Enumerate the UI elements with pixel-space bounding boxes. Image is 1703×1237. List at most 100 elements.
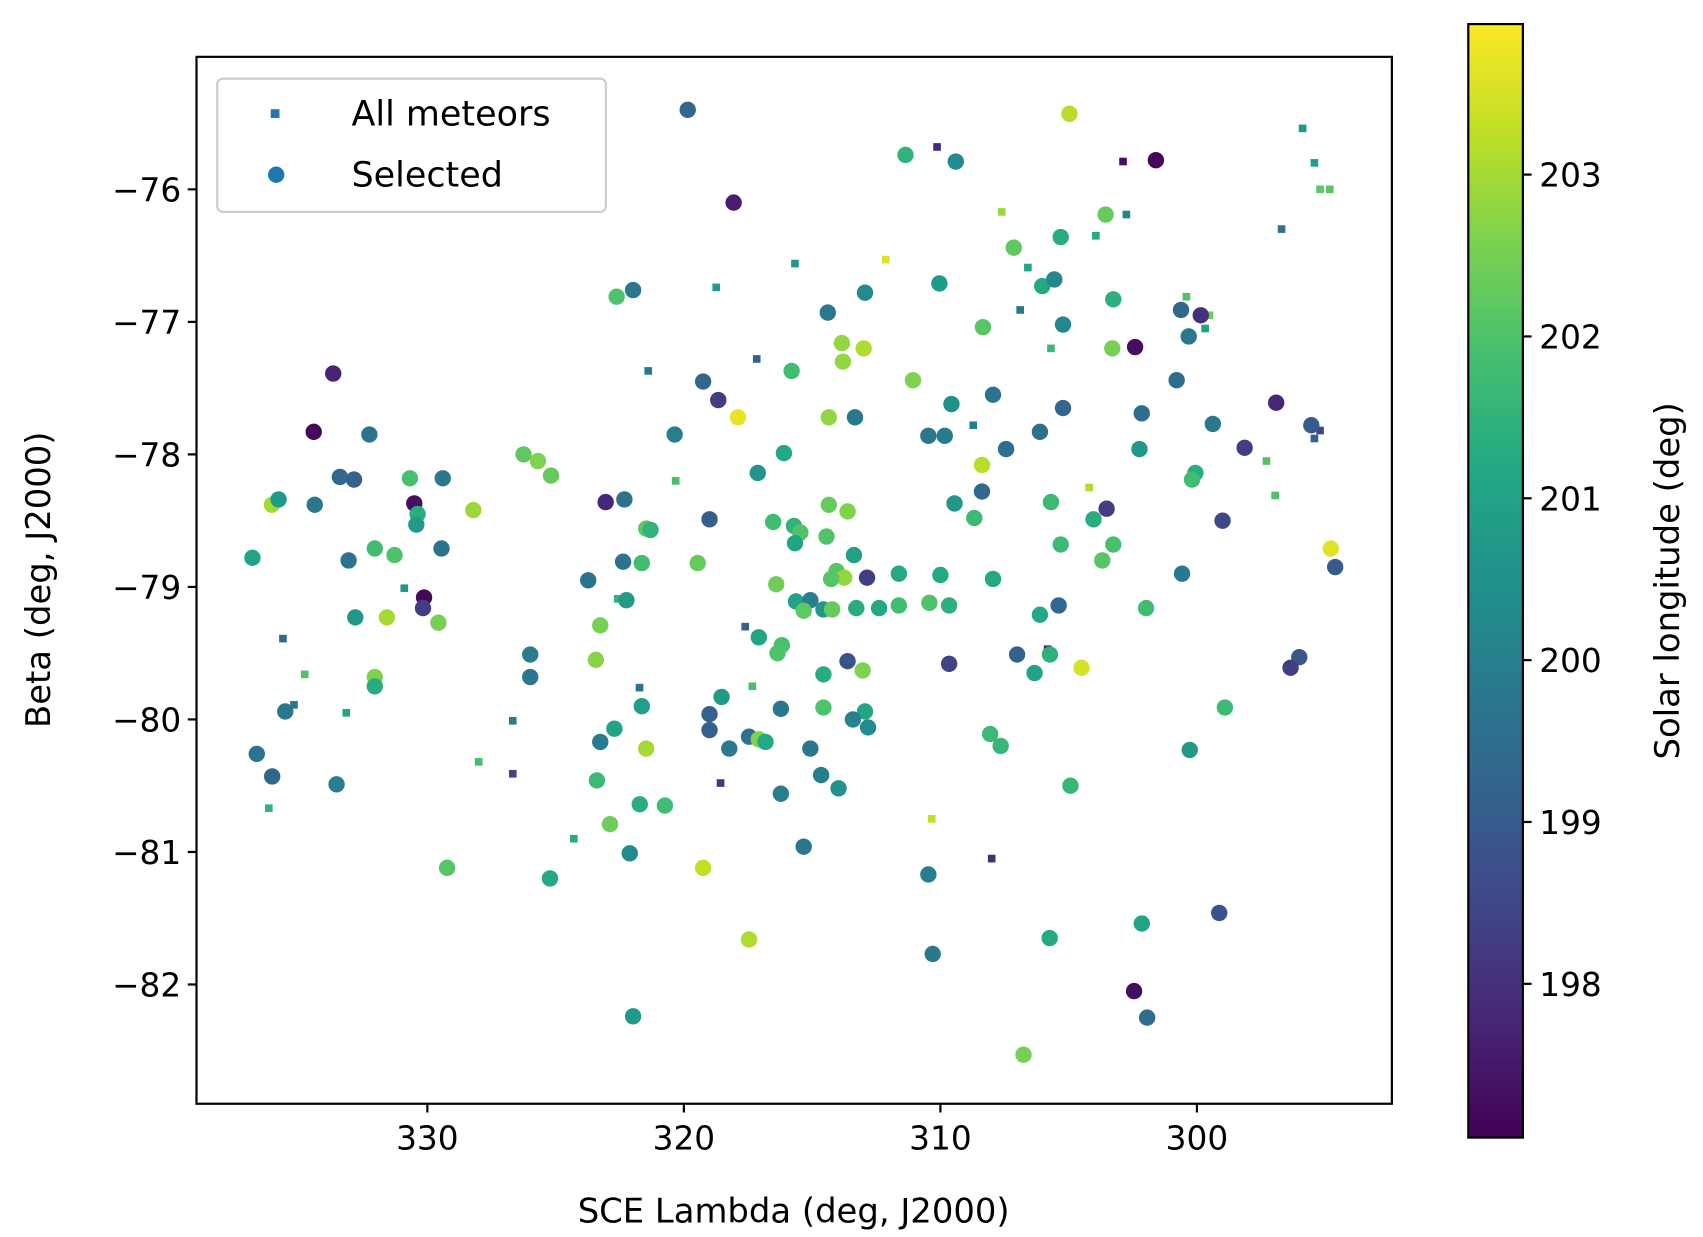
all-meteors-point [474,758,483,766]
selected-point [1173,565,1191,582]
selected-point [721,740,738,757]
selected-point [1181,741,1198,759]
selected-point [633,697,651,715]
all-meteors-point [1119,157,1127,166]
selected-point [823,601,841,618]
selected-point [856,284,874,301]
selected-point [890,565,908,582]
selected-point [846,409,864,426]
selected-point [366,678,383,695]
selected-point [306,496,323,513]
selected-point [1061,105,1078,123]
colorbar-label: Solar longitude (deg) [1648,402,1687,759]
x-tick-label: 310 [909,1120,972,1158]
selected-point [325,365,342,382]
selected-point [819,304,836,321]
all-meteors-point [342,708,351,717]
selected-point [1326,558,1344,576]
selected-point [408,516,425,533]
all-meteors-point [265,804,273,813]
selected-point [694,373,712,390]
selected-point [818,528,835,545]
legend-label-all-meteors: All meteors [352,95,551,135]
selected-point [601,815,619,833]
selected-point [1137,599,1155,617]
selected-point [997,440,1015,458]
all-meteors-point [1085,483,1094,492]
selected-point [795,838,812,855]
selected-point [786,534,804,552]
selected-point [270,491,287,508]
all-meteors-point [508,769,517,778]
selected-point [943,395,960,413]
selected-point [340,552,357,569]
selected-point [414,599,432,617]
data-points [244,101,1344,1063]
legend-label-selected: Selected [352,156,503,196]
selected-point [932,566,949,584]
all-meteors-point [1316,426,1324,435]
selected-point [858,569,876,586]
selected-point [701,511,718,528]
selected-point [1094,552,1111,569]
selected-point [856,703,874,720]
colorbar-tick-label: 202 [1539,318,1602,356]
selected-point [1267,394,1285,411]
selected-point [897,146,914,164]
all-meteors-point [635,683,644,692]
selected-point [433,540,450,557]
selected-point [1050,597,1067,614]
all-meteors-point [1316,185,1324,194]
selected-point [783,362,800,380]
selected-point [378,609,396,626]
selected-point [904,371,922,389]
selected-point [621,845,638,862]
y-tick-label: −80 [112,701,181,739]
x-tick-label: 300 [1166,1120,1229,1158]
colorbar: 198 199 200 201 202 203 Solar longitude (deg) [1467,22,1687,1139]
selected-point [522,646,539,663]
selected-point [848,599,865,617]
selected-point [522,668,539,686]
selected-point [1042,493,1060,511]
selected-point [1026,664,1043,682]
all-meteors-point [1205,311,1214,320]
selected-point [981,725,999,743]
selected-point [587,651,605,668]
selected-point [764,513,782,531]
all-meteors-point [752,355,761,363]
selected-point [1052,228,1069,246]
y-axis: −76 −77 −78 −79 −80 −81 −82 [112,171,197,1004]
selected-point [1125,982,1143,1000]
all-meteors-point [1262,457,1271,465]
x-axis: 330 320 310 300 [396,1103,1229,1158]
y-tick-label: −77 [112,304,181,342]
selected-point [624,1008,642,1025]
selected-point [656,797,674,814]
selected-point [1105,291,1122,308]
selected-point [1031,423,1049,441]
selected-point [973,483,991,500]
selected-point [1126,338,1144,356]
selected-point [1005,239,1022,256]
selected-point [592,733,609,751]
selected-point [1041,646,1059,663]
plot-frame [195,55,1393,1105]
selected-point [366,540,383,557]
selected-point [263,768,281,785]
selected-point [1052,536,1069,553]
selected-point [855,340,872,357]
colorbar-ticks: 198 199 200 201 202 203 [1522,157,1602,1004]
selected-point [973,456,991,474]
selected-point [1104,340,1121,357]
selected-point [614,553,632,570]
selected-point [434,470,451,487]
selected-point [815,666,832,683]
colorbar-tick-label: 198 [1539,966,1602,1004]
legend: All meteors Selected [216,77,607,213]
selected-point [1133,915,1150,932]
selected-point [1192,307,1209,324]
all-meteors-point [1047,344,1055,353]
x-tick-label: 320 [653,1120,716,1158]
selected-point [1046,271,1063,288]
